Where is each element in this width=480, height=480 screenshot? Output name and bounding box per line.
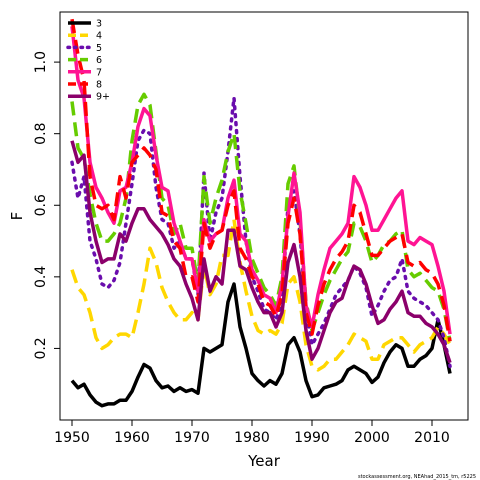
y-tick-label: 1.0 (33, 51, 49, 73)
series-line-5 (70, 96, 452, 369)
x-tick-label: 1980 (234, 430, 270, 446)
legend-label-3: 3 (96, 19, 102, 30)
series-line-8 (70, 18, 452, 342)
x-tick-label: 1960 (114, 430, 150, 446)
series-line-6 (70, 92, 452, 342)
y-tick-label: 0.6 (33, 194, 49, 216)
y-tick-label: 0.8 (33, 123, 49, 145)
series-line-4 (70, 217, 452, 372)
x-tick-label: 1990 (294, 430, 330, 446)
x-tick-label: 1950 (54, 430, 90, 446)
credit-text: stockassessment.org, NEAhad_2015_tm, r52… (358, 474, 476, 480)
x-axis-title: Year (247, 452, 281, 470)
plot-area (59, 11, 469, 421)
series-line-9plus (70, 140, 452, 364)
x-tick-label: 2010 (414, 430, 450, 446)
series-line-3 (70, 282, 452, 408)
legend-label-4: 4 (96, 31, 102, 42)
y-tick-label: 0.4 (33, 266, 49, 288)
x-tick-label: 2000 (354, 430, 390, 446)
x-tick-label: 1970 (174, 430, 210, 446)
legend-label-8: 8 (96, 80, 102, 91)
y-axis-title: F (8, 212, 26, 221)
x-axis: 1950 1960 1970 1980 1990 2000 2010 (54, 419, 450, 446)
legend-label-6: 6 (96, 55, 102, 66)
y-tick-label: 0.2 (33, 337, 49, 359)
legend-label-9plus: 9+ (96, 92, 110, 103)
legend-label-5: 5 (96, 43, 102, 54)
series-layer (70, 18, 452, 408)
legend-label-7: 7 (96, 67, 102, 78)
y-axis: 0.2 0.4 0.6 0.8 1.0 (33, 51, 61, 360)
